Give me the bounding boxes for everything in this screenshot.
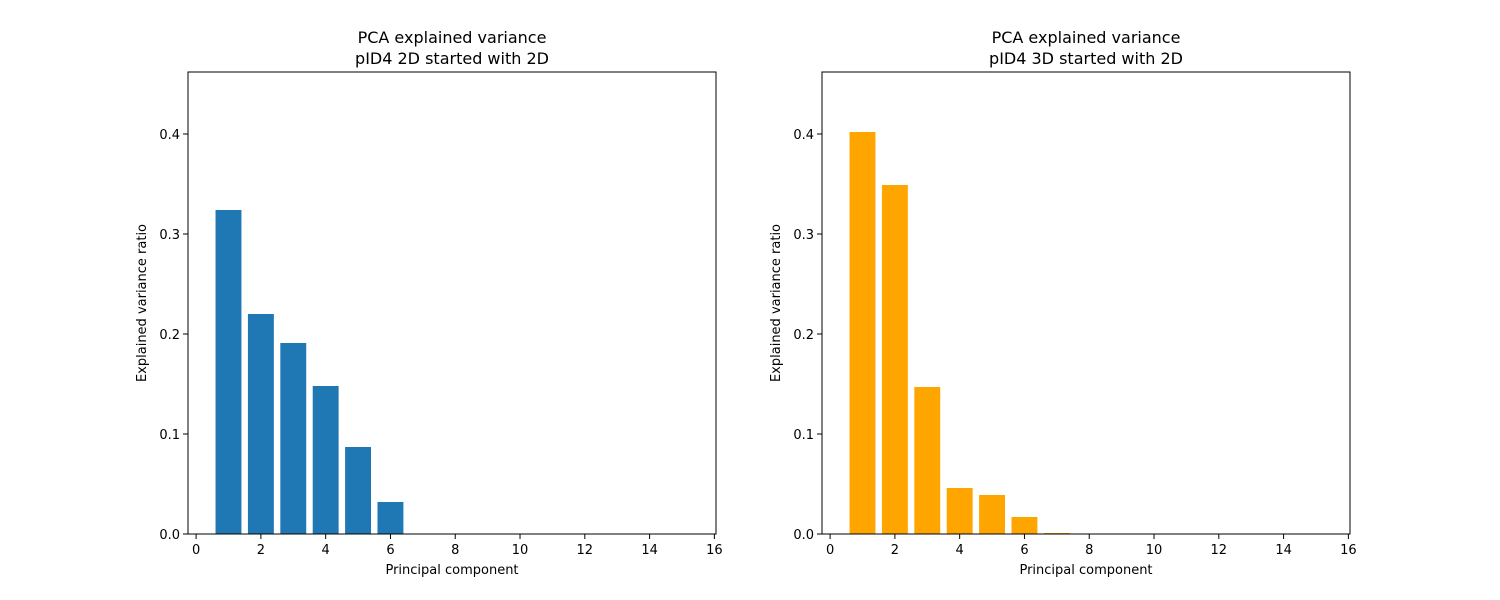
bar: [345, 447, 372, 534]
y-ticks: 0.0 0.1 0.2 0.3 0.4: [159, 128, 188, 543]
bar: [377, 502, 404, 534]
y-tick-label: 0.1: [793, 428, 814, 443]
x-tick-label: 14: [641, 543, 658, 558]
x-tick-label: 12: [577, 543, 594, 558]
bar: [946, 488, 973, 534]
bar: [1011, 517, 1038, 534]
y-axis-label: Explained variance ratio: [135, 224, 150, 382]
x-tick-label: 10: [1146, 543, 1163, 558]
plot-frame: [187, 71, 717, 535]
x-tick-label: 4: [322, 543, 330, 558]
chart-title-line-1: PCA explained variance: [358, 28, 547, 47]
x-tick-label: 0: [826, 543, 834, 558]
plot-frame: [821, 71, 1351, 535]
bar: [280, 343, 307, 534]
bar: [849, 132, 876, 534]
y-tick-label: 0.0: [793, 528, 814, 543]
bars: [215, 210, 404, 534]
bar: [979, 495, 1006, 534]
y-tick-label: 0.3: [159, 228, 180, 243]
x-ticks: 0 2 4 6 8 10 12 14 16: [192, 534, 723, 558]
x-tick-label: 0: [192, 543, 200, 558]
bar: [215, 210, 242, 534]
y-tick-label: 0.3: [793, 228, 814, 243]
x-tick-label: 16: [706, 543, 723, 558]
x-ticks: 0 2 4 6 8 10 12 14 16: [826, 534, 1357, 558]
y-tick-label: 0.0: [159, 528, 180, 543]
x-tick-label: 16: [1340, 543, 1357, 558]
x-axis-label: Principal component: [385, 563, 518, 578]
y-tick-label: 0.4: [159, 128, 180, 143]
y-tick-label: 0.1: [159, 428, 180, 443]
x-tick-label: 8: [1085, 543, 1093, 558]
y-tick-label: 0.2: [159, 328, 180, 343]
y-tick-label: 0.4: [793, 128, 814, 143]
x-axis-label: Principal component: [1019, 563, 1152, 578]
chart-left: PCA explained variance pID4 2D started w…: [135, 28, 723, 578]
bar: [914, 387, 941, 534]
x-tick-label: 2: [891, 543, 899, 558]
x-tick-label: 14: [1275, 543, 1292, 558]
chart-title-line-2: pID4 2D started with 2D: [355, 49, 549, 68]
x-tick-label: 12: [1211, 543, 1228, 558]
x-tick-label: 6: [386, 543, 394, 558]
bar: [312, 386, 339, 534]
chart-title-line-1: PCA explained variance: [992, 28, 1181, 47]
x-tick-label: 4: [956, 543, 964, 558]
x-tick-label: 6: [1020, 543, 1028, 558]
x-tick-label: 10: [512, 543, 529, 558]
chart-right: PCA explained variance pID4 3D started w…: [769, 28, 1357, 578]
x-tick-label: 2: [257, 543, 265, 558]
bars: [849, 132, 1070, 534]
y-ticks: 0.0 0.1 0.2 0.3 0.4: [793, 128, 822, 543]
y-axis-label: Explained variance ratio: [769, 224, 784, 382]
bar: [247, 314, 274, 534]
y-tick-label: 0.2: [793, 328, 814, 343]
bar: [881, 185, 908, 534]
chart-title-line-2: pID4 3D started with 2D: [989, 49, 1183, 68]
x-tick-label: 8: [451, 543, 459, 558]
